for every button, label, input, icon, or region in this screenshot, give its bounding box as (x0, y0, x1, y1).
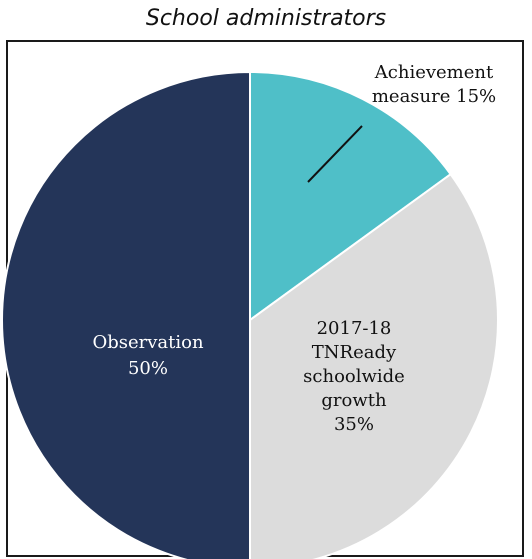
label-tnready-line: growth (321, 390, 387, 411)
label-achievement: Achievement measure 15% (372, 62, 496, 107)
label-observation-line: 50% (128, 358, 168, 379)
slice-observation (1, 70, 251, 559)
slice-achievement (249, 70, 453, 322)
label-tnready-line: 2017-18 (317, 318, 392, 339)
label-observation: Observation 50% (92, 332, 204, 379)
label-tnready-line: 35% (334, 414, 374, 435)
slice-tnready (249, 172, 500, 559)
pie-slices (1, 70, 500, 559)
achievement-leader-line (307, 125, 363, 183)
label-tnready-line: TNReady (312, 342, 397, 363)
label-tnready: 2017-18 TNReady schoolwide growth 35% (303, 318, 405, 435)
pie-labels: Achievement measure 15% 2017-18 TNReady scho… (92, 62, 496, 435)
label-achievement-line: Achievement (374, 62, 494, 83)
label-achievement-line: measure 15% (372, 86, 496, 107)
chart-title: School administrators (145, 6, 387, 31)
label-observation-line: Observation (92, 332, 204, 353)
label-tnready-line: schoolwide (303, 366, 405, 387)
